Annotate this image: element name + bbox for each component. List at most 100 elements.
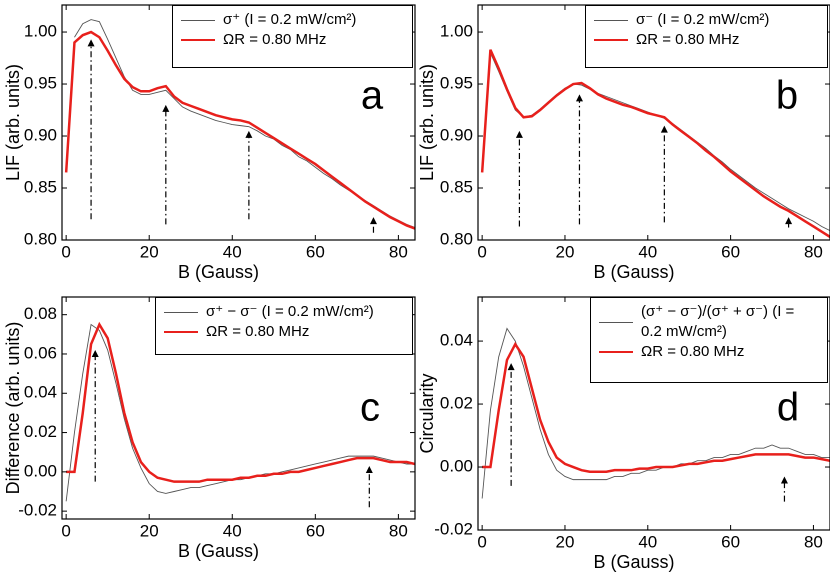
y-tick-label: -0.02 xyxy=(434,519,473,538)
x-tick-label: 60 xyxy=(721,242,740,261)
arrow-head xyxy=(785,217,793,225)
x-axis-label: B (Gauss) xyxy=(178,262,259,282)
x-tick-label: 80 xyxy=(389,521,408,540)
x-tick-label: 80 xyxy=(804,242,823,261)
x-tick-label: 80 xyxy=(389,242,408,261)
y-tick-label: 0.02 xyxy=(24,422,57,441)
legend: (σ⁺ − σ⁻)/(σ⁺ + σ⁻) (I = 0.2 mW/cm²) ΩR =… xyxy=(590,297,828,383)
y-tick-label: 0.85 xyxy=(24,177,57,196)
series-line xyxy=(480,49,830,238)
x-tick-label: 60 xyxy=(306,242,325,261)
legend-swatch xyxy=(594,39,628,41)
legend-entry: ΩR = 0.80 MHz xyxy=(599,342,819,362)
x-tick-label: 0 xyxy=(477,532,486,551)
y-tick-label: 1.00 xyxy=(440,22,473,41)
y-tick-label: 0.80 xyxy=(440,229,473,248)
arrow-head xyxy=(515,130,523,138)
legend-swatch xyxy=(164,311,198,313)
legend-label: σ⁺ − σ⁻ (I = 0.2 mW/cm²) xyxy=(206,303,374,320)
arrow-head xyxy=(87,39,95,47)
legend-swatch xyxy=(594,19,628,21)
y-tick-label: 0.95 xyxy=(440,74,473,93)
panel-letter: a xyxy=(361,74,384,118)
arrow-head xyxy=(91,350,99,358)
x-tick-label: 60 xyxy=(306,521,325,540)
series-line xyxy=(64,30,415,230)
plot-area xyxy=(480,49,830,238)
legend-entry: (σ⁺ − σ⁻)/(σ⁺ + σ⁻) (I = 0.2 mW/cm²) xyxy=(599,302,819,342)
y-tick-label: 0.04 xyxy=(440,331,473,350)
panel-letter: c xyxy=(360,386,380,430)
arrow-head xyxy=(369,217,377,225)
legend-box: σ⁺ − σ⁻ (I = 0.2 mW/cm²) ΩR = 0.80 MHz xyxy=(155,297,413,355)
arrow-head xyxy=(365,465,373,473)
y-tick-label: 0.00 xyxy=(440,457,473,476)
legend-box: σ⁺ (I = 0.2 mW/cm²) ΩR = 0.80 MHz xyxy=(172,5,413,68)
x-tick-label: 0 xyxy=(61,521,70,540)
y-axis-label: Circularity xyxy=(417,373,437,453)
legend-box: σ⁻ (I = 0.2 mW/cm²) ΩR = 0.80 MHz xyxy=(585,5,828,68)
y-tick-label: 0.02 xyxy=(440,394,473,413)
x-tick-label: 80 xyxy=(804,532,823,551)
y-tick-label: 0.95 xyxy=(24,74,57,93)
legend-swatch xyxy=(181,19,215,21)
legend-entry: ΩR = 0.80 MHz xyxy=(181,30,404,50)
legend-label: ΩR = 0.80 MHz xyxy=(223,31,327,48)
legend-entry: ΩR = 0.80 MHz xyxy=(164,322,404,342)
x-tick-label: 0 xyxy=(477,242,486,261)
legend-swatch xyxy=(599,351,633,353)
x-axis-label: B (Gauss) xyxy=(593,552,674,572)
arrow-head xyxy=(162,104,170,112)
plot-area xyxy=(65,321,415,502)
legend-label: σ⁺ (I = 0.2 mW/cm²) xyxy=(223,11,357,28)
y-tick-label: 1.00 xyxy=(24,22,57,41)
arrow-head xyxy=(780,476,788,484)
legend-entry: σ⁺ − σ⁻ (I = 0.2 mW/cm²) xyxy=(164,302,404,322)
x-tick-label: 40 xyxy=(223,521,242,540)
arrow-head xyxy=(660,125,668,133)
series-line xyxy=(481,327,830,499)
series-line xyxy=(482,341,830,473)
legend: σ⁻ (I = 0.2 mW/cm²) ΩR = 0.80 MHz xyxy=(585,5,828,68)
legend-entry: σ⁺ (I = 0.2 mW/cm²) xyxy=(181,10,404,30)
y-tick-label: 0.06 xyxy=(24,343,57,362)
x-tick-label: 20 xyxy=(140,521,159,540)
plot-area xyxy=(481,327,830,499)
panel-letter: d xyxy=(777,386,799,430)
legend-label: ΩR = 0.80 MHz xyxy=(641,343,745,360)
x-tick-label: 60 xyxy=(721,532,740,551)
y-tick-label: 0.80 xyxy=(24,229,57,248)
arrow-head xyxy=(507,363,515,371)
y-tick-label: 0.04 xyxy=(24,383,57,402)
legend-entry: σ⁻ (I = 0.2 mW/cm²) xyxy=(594,10,819,30)
x-tick-label: 20 xyxy=(556,532,575,551)
legend-label: (σ⁺ − σ⁻)/(σ⁺ + σ⁻) (I = 0.2 mW/cm²) xyxy=(641,303,795,340)
x-tick-label: 40 xyxy=(638,532,657,551)
y-tick-label: 0.85 xyxy=(440,177,473,196)
legend-swatch xyxy=(599,321,633,323)
legend-label: σ⁻ (I = 0.2 mW/cm²) xyxy=(636,11,770,28)
series-line xyxy=(65,323,415,502)
y-tick-label: 0.00 xyxy=(24,461,57,480)
y-tick-label: 0.08 xyxy=(24,304,57,323)
x-axis-label: B (Gauss) xyxy=(593,262,674,282)
arrow-head xyxy=(245,130,253,138)
x-axis-label: B (Gauss) xyxy=(178,541,259,561)
legend-entry: ΩR = 0.80 MHz xyxy=(594,30,819,50)
x-tick-label: 0 xyxy=(61,242,70,261)
series-line xyxy=(66,321,415,483)
arrow-head xyxy=(575,94,583,102)
legend-swatch xyxy=(181,39,215,41)
legend-box: (σ⁺ − σ⁻)/(σ⁺ + σ⁻) (I = 0.2 mW/cm²) ΩR =… xyxy=(590,297,828,383)
y-axis-label: LIF (arb. units) xyxy=(417,64,437,181)
panel-letter: b xyxy=(776,74,798,118)
plot-area xyxy=(64,19,415,230)
legend-label: ΩR = 0.80 MHz xyxy=(636,31,740,48)
y-axis-label: LIF (arb. units) xyxy=(3,64,23,181)
y-axis-label: Difference (arb. units) xyxy=(3,322,23,495)
legend: σ⁺ (I = 0.2 mW/cm²) ΩR = 0.80 MHz xyxy=(172,5,413,68)
legend-swatch xyxy=(164,331,198,333)
x-tick-label: 20 xyxy=(140,242,159,261)
legend: σ⁺ − σ⁻ (I = 0.2 mW/cm²) ΩR = 0.80 MHz xyxy=(155,297,413,355)
